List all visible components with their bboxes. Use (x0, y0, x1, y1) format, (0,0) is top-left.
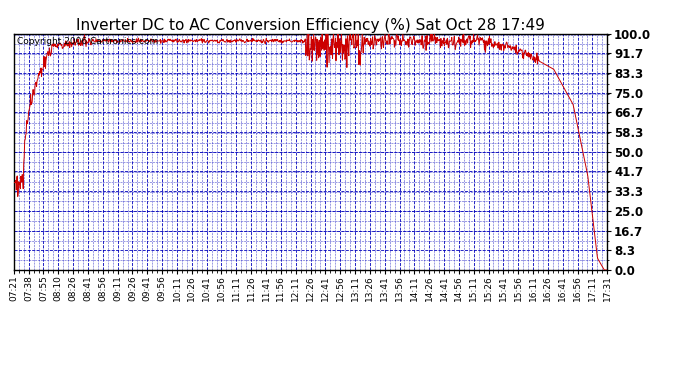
Text: Copyright 2006 Cartronics.com: Copyright 2006 Cartronics.com (17, 37, 158, 46)
Title: Inverter DC to AC Conversion Efficiency (%) Sat Oct 28 17:49: Inverter DC to AC Conversion Efficiency … (76, 18, 545, 33)
